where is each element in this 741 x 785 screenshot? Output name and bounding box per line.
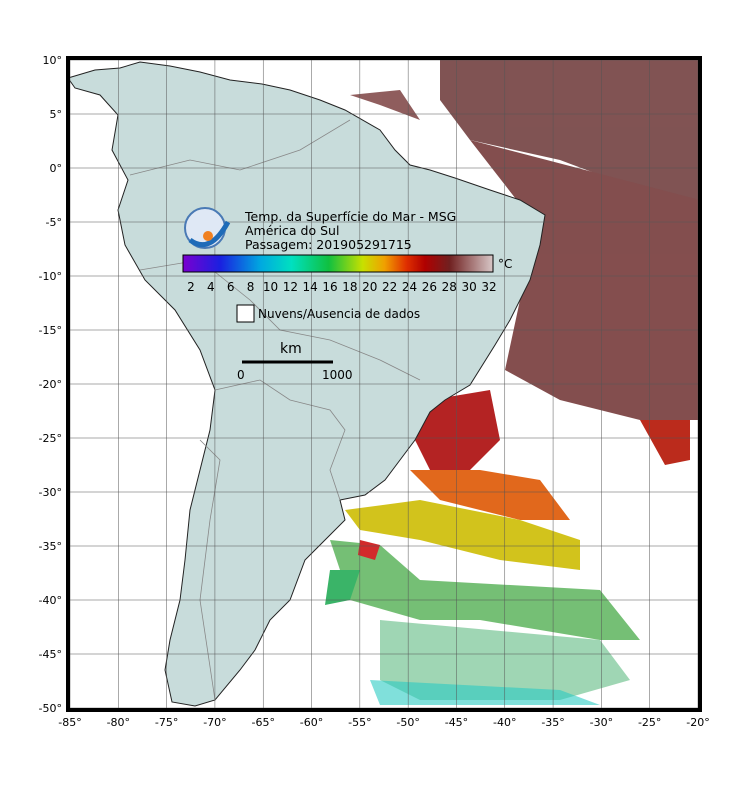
lon-label: -50° — [396, 716, 419, 729]
colorbar-tick: 8 — [247, 280, 255, 294]
legend-swatch — [236, 304, 255, 323]
lat-label: -35° — [39, 540, 62, 553]
sst-patches — [325, 60, 700, 705]
colorbar-tick: 2 — [187, 280, 195, 294]
colorbar-tick: 12 — [283, 280, 298, 294]
axis-labels: 10° 5° 0° -5° -10° -15° -20° -25° -30° -35° -40° -4… — [39, 54, 710, 729]
colorbar-tick: 24 — [402, 280, 417, 294]
map-frame — [66, 56, 702, 712]
lat-label: -20° — [39, 378, 62, 391]
lat-label: -45° — [39, 648, 62, 661]
colorbar-tick: 18 — [342, 280, 357, 294]
lat-label: -15° — [39, 324, 62, 337]
lat-label: -10° — [39, 270, 62, 283]
lon-label: -35° — [541, 716, 564, 729]
subtitle: América do Sul — [245, 223, 339, 238]
lon-label: -60° — [300, 716, 323, 729]
lon-label: -40° — [493, 716, 516, 729]
lat-label: 0° — [50, 162, 63, 175]
colorbar-tick: 30 — [461, 280, 476, 294]
logo — [184, 207, 231, 249]
lon-label: -80° — [107, 716, 130, 729]
lon-label: -65° — [251, 716, 274, 729]
lat-label: -50° — [39, 702, 62, 715]
lon-label: -25° — [638, 716, 661, 729]
lat-label: -25° — [39, 432, 62, 445]
lon-label: -55° — [348, 716, 371, 729]
colorbar-tick: 6 — [227, 280, 235, 294]
scale-start: 0 — [237, 368, 245, 382]
colorbar-unit: °C — [498, 257, 512, 271]
colorbar-tick: 10 — [263, 280, 278, 294]
colorbar-tick: 20 — [362, 280, 377, 294]
colorbar-tick: 32 — [481, 280, 496, 294]
colorbar-tick: 14 — [303, 280, 318, 294]
colorbar-tick: 28 — [442, 280, 457, 294]
lat-label: -30° — [39, 486, 62, 499]
lat-label: 5° — [50, 108, 63, 121]
lon-label: -85° — [58, 716, 81, 729]
pass-time: Passagem: 201905291715 — [245, 237, 412, 252]
lat-label: 10° — [43, 54, 63, 67]
scale-unit: km — [280, 341, 302, 357]
lat-label: -40° — [39, 594, 62, 607]
lon-label: -75° — [155, 716, 178, 729]
lat-label: -5° — [46, 216, 62, 229]
colorbar-ticks: 2 4 6 8 10 12 14 16 18 20 22 24 26 28 30 32 — [187, 280, 496, 294]
lon-label: -30° — [590, 716, 613, 729]
lon-label: -70° — [203, 716, 226, 729]
scale-end: 1000 — [322, 368, 353, 382]
colorbar — [182, 254, 494, 273]
lon-label: -20° — [686, 716, 709, 729]
legend-label: Nuvens/Ausencia de dados — [258, 307, 420, 321]
colorbar-tick: 4 — [207, 280, 215, 294]
colorbar-tick: 16 — [322, 280, 337, 294]
colorbar-tick: 26 — [422, 280, 437, 294]
title: Temp. da Superfície do Mar - MSG — [244, 209, 456, 224]
colorbar-tick: 22 — [382, 280, 397, 294]
lon-label: -45° — [445, 716, 468, 729]
